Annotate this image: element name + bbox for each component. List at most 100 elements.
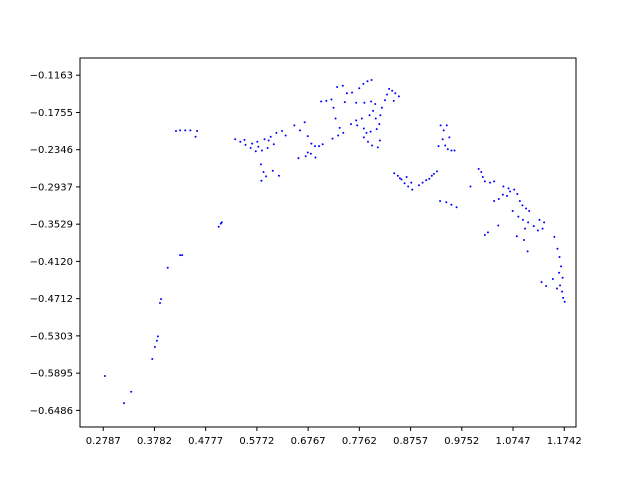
scatter-point	[243, 138, 246, 141]
y-tick-label: −0.4712	[30, 294, 73, 305]
scatter-point	[266, 147, 269, 150]
scatter-point	[407, 185, 410, 188]
scatter-point	[428, 177, 431, 180]
scatter-point	[332, 106, 335, 109]
scatter-point	[515, 235, 518, 238]
scatter-point	[562, 296, 565, 299]
x-tick-label: 0.4777	[188, 436, 223, 447]
scatter-point	[516, 193, 519, 196]
scatter-point	[432, 172, 435, 175]
scatter-point	[396, 174, 399, 177]
scatter-point	[174, 130, 177, 133]
scatter-point	[448, 136, 451, 139]
scatter-point	[513, 188, 516, 191]
scatter-point	[545, 284, 548, 287]
scatter-point	[297, 157, 300, 160]
scatter-point	[441, 138, 444, 141]
scatter-point	[493, 180, 496, 183]
x-tick-label: 0.3782	[137, 436, 172, 447]
y-tick-label: −0.2346	[30, 145, 73, 156]
scatter-point	[507, 187, 510, 190]
scatter-point	[532, 225, 535, 228]
scatter-point	[166, 266, 169, 269]
scatter-point	[497, 198, 500, 201]
scatter-point	[378, 123, 381, 126]
scatter-point	[159, 301, 162, 304]
scatter-point	[388, 87, 391, 90]
scatter-point	[363, 101, 366, 104]
scatter-point	[277, 174, 280, 177]
scatter-point	[309, 152, 312, 155]
scatter-point	[306, 151, 309, 154]
scatter-point	[477, 167, 480, 170]
scatter-point	[405, 176, 408, 179]
scatter-point	[483, 233, 486, 236]
scatter-point	[511, 210, 514, 213]
x-tick-label: 0.6767	[291, 436, 326, 447]
scatter-point	[439, 199, 442, 202]
scatter-point	[314, 156, 317, 159]
scatter-point	[469, 185, 472, 188]
scatter-point	[541, 227, 544, 230]
scatter-point	[366, 80, 369, 83]
scatter-point	[336, 85, 339, 88]
scatter-point	[130, 390, 133, 393]
scatter-point	[524, 227, 527, 230]
scatter-point	[153, 346, 156, 349]
scatter-point	[370, 100, 373, 103]
scatter-point	[271, 169, 274, 172]
scatter-point	[442, 129, 445, 132]
scatter-point	[320, 100, 323, 103]
scatter-point	[394, 92, 397, 95]
scatter-point	[403, 182, 406, 185]
x-tick-label: 1.0747	[496, 436, 531, 447]
scatter-point	[337, 134, 340, 137]
scatter-point	[518, 199, 521, 202]
scatter-point	[306, 135, 309, 138]
scatter-point	[189, 129, 192, 132]
scatter-points	[103, 79, 566, 405]
scatter-point	[267, 139, 270, 142]
scatter-point	[497, 224, 500, 227]
scatter-point	[345, 92, 348, 95]
scatter-point	[331, 137, 334, 140]
scatter-point	[251, 142, 254, 145]
x-tick-label: 0.7762	[342, 436, 377, 447]
scatter-point	[368, 114, 371, 117]
scatter-point	[393, 172, 396, 175]
scatter-point	[341, 84, 344, 87]
scatter-point	[391, 89, 394, 92]
scatter-point	[194, 135, 197, 138]
scatter-point	[151, 357, 154, 360]
scatter-point	[445, 201, 448, 204]
scatter-point	[453, 149, 456, 152]
scatter-point	[265, 175, 268, 178]
scatter-point	[184, 129, 187, 132]
scatter-point	[313, 145, 316, 148]
scatter-point	[561, 290, 564, 293]
scatter-point	[303, 121, 306, 124]
scatter-point	[254, 150, 257, 153]
scatter-point	[521, 204, 524, 207]
scatter-point	[356, 124, 359, 127]
scatter-point	[439, 124, 442, 127]
scatter-point	[318, 145, 321, 148]
plot-frame	[79, 57, 577, 428]
scatter-point	[272, 143, 275, 146]
y-tick-label: −0.1163	[30, 71, 73, 82]
scatter-point	[370, 79, 373, 82]
scatter-point	[560, 265, 563, 268]
scatter-point	[355, 119, 358, 122]
scatter-point	[234, 138, 237, 141]
scatter-point	[397, 95, 400, 98]
scatter-point	[555, 287, 558, 290]
scatter-point	[430, 174, 433, 177]
scatter-point	[262, 170, 265, 173]
scatter-point	[350, 123, 353, 126]
scatter-point	[220, 221, 223, 224]
scatter-point	[425, 179, 428, 182]
x-tick-label: 0.8757	[393, 436, 428, 447]
scatter-point	[563, 300, 566, 303]
scatter-point	[325, 99, 328, 102]
scatter-point	[362, 82, 365, 85]
